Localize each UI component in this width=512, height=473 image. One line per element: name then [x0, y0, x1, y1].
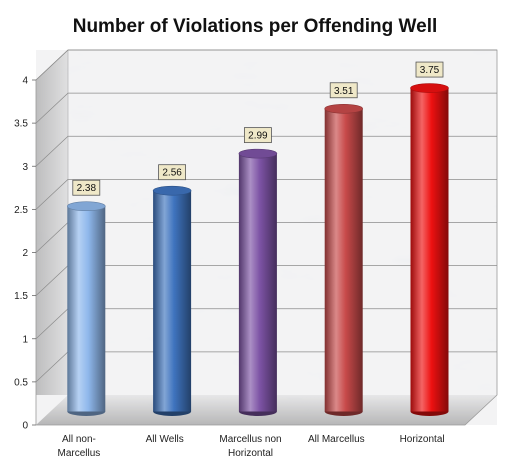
y-tick-label: 2 — [22, 248, 28, 259]
svg-text:2.38: 2.38 — [77, 183, 97, 194]
x-tick-label: Horizontal — [400, 434, 445, 445]
bar — [324, 103, 364, 416]
data-label: 3.51 — [329, 82, 358, 99]
x-tick-label: Marcellus non Horizontal — [219, 434, 281, 459]
bars — [67, 83, 449, 416]
data-label: 2.99 — [243, 127, 272, 144]
y-axis: 0 0.5 1 1.5 2 2.5 3 3.5 4 — [14, 76, 36, 432]
x-tick-label: All non-Marcellus — [58, 434, 101, 459]
y-tick-label: 0.5 — [14, 377, 28, 388]
data-label: 2.56 — [158, 164, 187, 181]
chart-title: Number of Violations per Offending Well — [73, 16, 438, 37]
bar — [67, 201, 106, 416]
data-label: 3.75 — [415, 61, 444, 78]
data-labels: 2.38 2.56 2.99 3.51 3.75 — [72, 61, 444, 196]
svg-text:3.51: 3.51 — [334, 86, 354, 97]
svg-text:2.99: 2.99 — [248, 131, 268, 142]
y-tick-label: 0 — [22, 421, 28, 432]
data-label: 2.38 — [72, 179, 101, 196]
bar — [410, 83, 449, 416]
y-tick-label: 1.5 — [14, 291, 28, 302]
gridline — [35, 49, 497, 81]
svg-text:2.56: 2.56 — [162, 168, 182, 179]
svg-text:3.75: 3.75 — [420, 65, 440, 76]
bar — [238, 148, 278, 416]
y-tick-label: 3.5 — [14, 119, 28, 130]
x-tick-label: All Wells — [146, 434, 184, 445]
bar — [152, 185, 192, 416]
y-tick-label: 3 — [22, 162, 28, 173]
x-tick-label: All Marcellus — [308, 434, 365, 445]
y-tick-label: 2.5 — [14, 205, 28, 216]
y-tick-label: 1 — [22, 334, 28, 345]
x-axis: All non-Marcellus All Wells Marcellus non H… — [58, 434, 445, 459]
y-tick-label: 4 — [22, 76, 28, 87]
